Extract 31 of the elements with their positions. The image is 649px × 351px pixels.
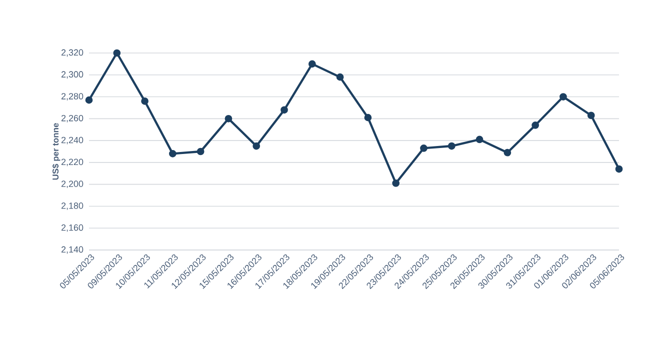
point [532,122,540,129]
point [224,114,232,122]
y-tick-label: 2,260 [62,114,84,122]
point [252,142,260,150]
point [560,93,567,100]
point [336,73,344,81]
point [448,142,456,150]
point [141,97,148,105]
y-tick-label: 2,180 [62,202,84,210]
point [476,136,484,144]
y-tick-label: 2,280 [62,93,84,100]
point [280,106,288,114]
y-tick-label: 2,140 [62,246,84,254]
y-tick-label: 2,160 [62,224,84,232]
y-tick-label: 2,220 [62,158,84,166]
y-tick-label: 2,240 [62,136,84,144]
point [169,150,176,158]
point [587,112,595,120]
y-tick-label: 2,300 [62,71,84,79]
point [308,60,316,68]
y-axis-title: US$ per tonne [52,123,60,180]
point [420,144,428,152]
point [504,148,512,156]
point [615,165,623,173]
point [364,114,372,122]
point [196,148,204,156]
point [85,96,93,104]
y-tick-label: 2,200 [62,180,84,188]
point [392,180,400,187]
point [113,49,121,57]
y-tick-label: 2,320 [62,49,84,57]
